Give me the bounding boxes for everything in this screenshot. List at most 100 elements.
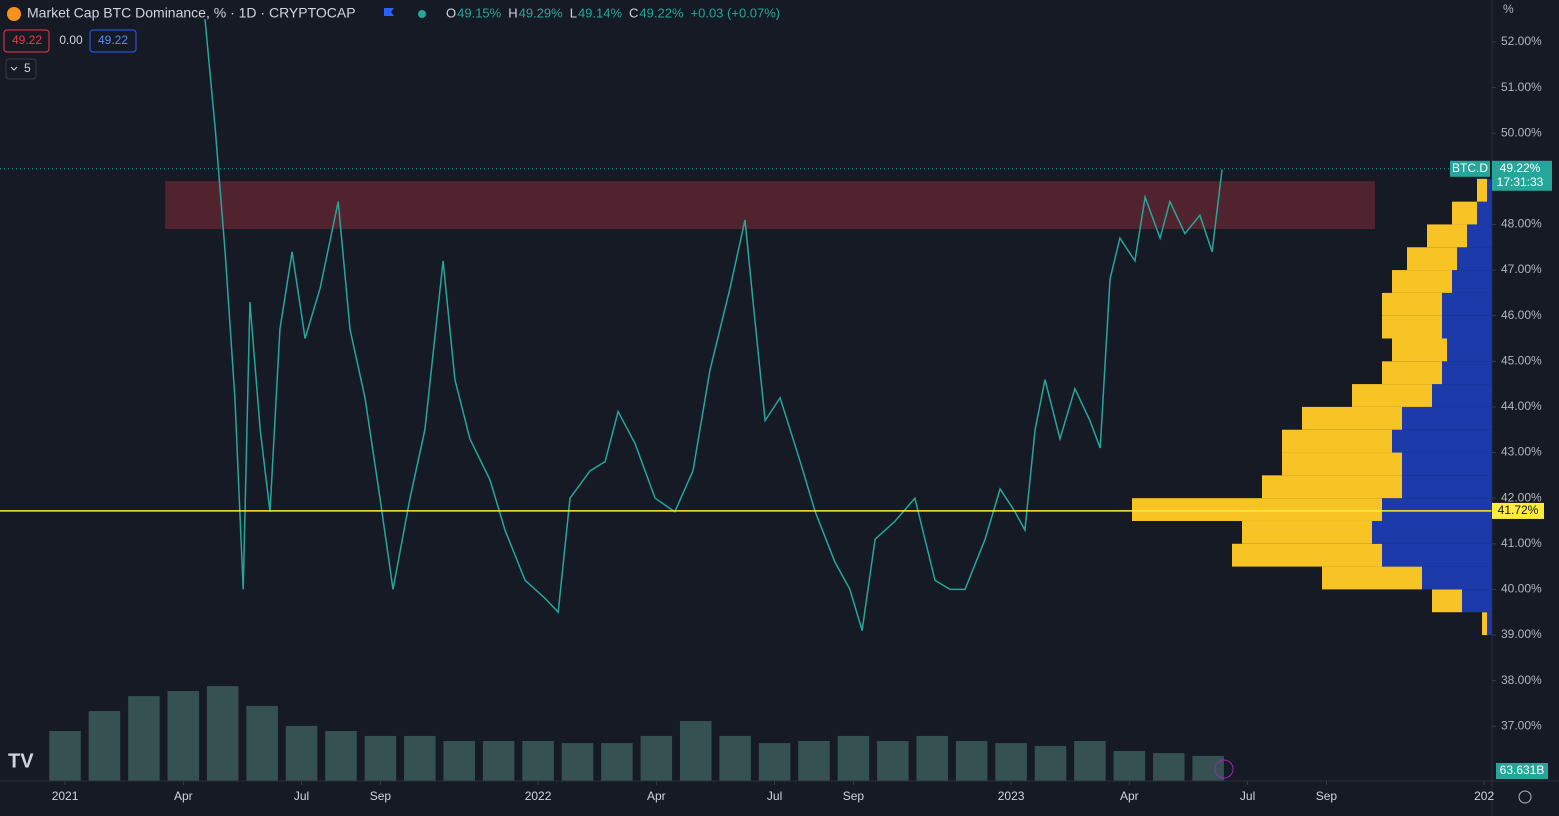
poc-label: 41.72% — [1498, 503, 1539, 517]
volume-tag-label: 63.631B — [1500, 763, 1545, 777]
ohlc-key: L — [570, 5, 577, 20]
y-tick-label: 42.00% — [1501, 490, 1542, 504]
volume-bar — [1113, 751, 1146, 781]
volume-bar — [246, 705, 278, 781]
y-tick-label: 48.00% — [1501, 217, 1542, 231]
profile-down — [1427, 224, 1467, 248]
profile-down — [1392, 338, 1447, 362]
volume-bar — [995, 743, 1027, 781]
volume-bar — [49, 731, 81, 781]
volume-bar — [719, 735, 751, 781]
x-tick-label: Sep — [843, 789, 865, 803]
x-tick-label: Apr — [174, 789, 193, 803]
volume-bar — [679, 721, 712, 781]
profile-down — [1302, 406, 1402, 430]
indicators-toggle[interactable] — [5, 58, 37, 80]
volume-bar — [443, 741, 475, 781]
poc-tag — [1492, 502, 1544, 519]
profile-up — [1467, 224, 1492, 248]
volume-bar — [206, 686, 239, 781]
profile-down — [1232, 543, 1382, 567]
profile-up — [1382, 498, 1492, 521]
y-tick-label: 45.00% — [1501, 353, 1542, 367]
spread: 0.00 — [59, 33, 83, 47]
profile-up — [1487, 612, 1492, 636]
ohlc-value: 49.14% — [578, 5, 623, 20]
price-line — [204, 19, 1223, 631]
flag-icon[interactable] — [384, 8, 394, 16]
last-price-tag — [1492, 160, 1552, 191]
ohlc-value: 49.29% — [519, 5, 564, 20]
resistance-zone — [165, 181, 1375, 230]
profile-down — [1382, 292, 1442, 316]
ask-box[interactable] — [89, 29, 137, 53]
profile-up — [1457, 247, 1492, 271]
profile-up — [1402, 475, 1492, 499]
x-tick-label: 2023 — [998, 789, 1025, 803]
logo: TV — [8, 750, 34, 772]
x-tick-label: Sep — [1316, 789, 1338, 803]
y-tick-label: 52.00% — [1501, 34, 1542, 48]
series-tag-label: BTC.D — [1452, 161, 1488, 175]
x-tick-label: Jul — [1240, 789, 1255, 803]
volume-bar — [561, 743, 594, 781]
profile-up — [1442, 361, 1492, 385]
chart-title: Market Cap BTC Dominance, % · 1D · CRYPT… — [27, 5, 356, 21]
profile-up — [1447, 338, 1492, 362]
profile-down — [1432, 589, 1462, 613]
profile-up — [1442, 315, 1492, 339]
bid-box[interactable] — [3, 29, 50, 53]
profile-down — [1242, 520, 1372, 544]
ohlc-key: H — [508, 5, 517, 20]
volume-bar — [404, 735, 436, 781]
x-tick-label: Apr — [1120, 789, 1139, 803]
volume-bar — [798, 741, 830, 781]
x-tick-label: 2022 — [525, 789, 552, 803]
settings-icon[interactable] — [1518, 790, 1532, 804]
volume-bar — [522, 741, 554, 781]
last-price-label: 49.22% — [1500, 161, 1541, 175]
y-tick-label: 38.00% — [1501, 673, 1542, 687]
x-tick-label: Sep — [370, 789, 392, 803]
volume-bar — [128, 696, 160, 781]
profile-down — [1382, 361, 1442, 385]
status-dot — [418, 10, 426, 18]
plot-area — [0, 19, 1492, 781]
profile-up — [1372, 520, 1492, 544]
volume-bar — [325, 731, 357, 781]
ohlc-legend: O 49.15% H 49.29% L 49.14% C 49.22% +0.03 (+0.07… — [446, 5, 780, 20]
profile-down — [1282, 452, 1402, 476]
profile-up — [1462, 589, 1492, 613]
ohlc-value: 49.15% — [457, 5, 502, 20]
volume-bar — [1152, 753, 1185, 781]
volume-bar — [640, 735, 673, 781]
volume-bar — [1034, 745, 1067, 781]
volume-bar — [1074, 741, 1106, 781]
ohlc-value: 49.22% — [639, 5, 684, 20]
x-tick-label: Jul — [767, 789, 782, 803]
profile-down — [1322, 566, 1422, 590]
profile-down — [1477, 178, 1487, 202]
coin-icon — [7, 7, 21, 21]
profile-up — [1477, 201, 1492, 225]
profile-up — [1392, 429, 1492, 453]
volume-bar — [1192, 755, 1224, 781]
event-icon[interactable] — [1214, 759, 1234, 779]
volume-bar — [482, 741, 515, 781]
profile-down — [1407, 247, 1457, 271]
axis-unit: % — [1503, 2, 1514, 16]
volume-bar — [837, 735, 870, 781]
y-tick-label: 44.00% — [1501, 399, 1542, 413]
series-tag — [1450, 160, 1490, 177]
profile-up — [1402, 406, 1492, 430]
y-tick-label: 41.00% — [1501, 536, 1542, 550]
profile-down — [1452, 201, 1477, 225]
profile-down — [1262, 475, 1402, 499]
y-tick-label: 50.00% — [1501, 125, 1542, 139]
y-tick-label: 47.00% — [1501, 262, 1542, 276]
volume-bar — [167, 691, 200, 781]
x-tick-label: Jul — [294, 789, 309, 803]
bid: 49.22 — [12, 33, 42, 47]
